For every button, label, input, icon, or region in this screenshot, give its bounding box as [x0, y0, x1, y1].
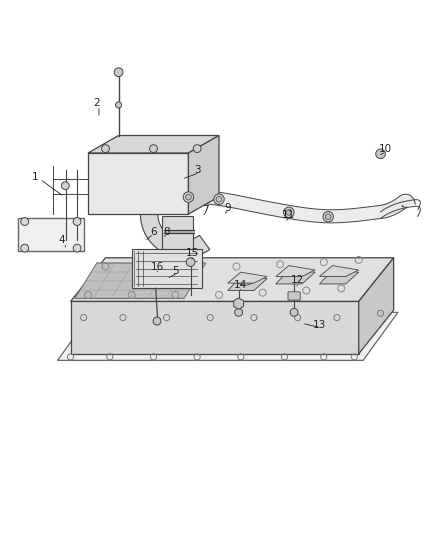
Polygon shape	[234, 298, 244, 309]
Polygon shape	[162, 216, 193, 249]
Circle shape	[73, 244, 81, 252]
Polygon shape	[88, 135, 219, 153]
Circle shape	[284, 207, 294, 217]
Text: 1: 1	[32, 172, 39, 182]
Circle shape	[286, 209, 292, 215]
Circle shape	[186, 194, 191, 200]
Text: 11: 11	[282, 210, 296, 220]
Polygon shape	[71, 302, 359, 354]
Polygon shape	[141, 214, 210, 258]
Text: 7: 7	[203, 205, 209, 215]
Circle shape	[21, 217, 28, 225]
Circle shape	[376, 149, 385, 159]
Text: 3: 3	[194, 165, 201, 175]
Circle shape	[193, 144, 201, 152]
Text: 15: 15	[186, 248, 199, 259]
Polygon shape	[276, 265, 315, 277]
Polygon shape	[276, 270, 315, 284]
Circle shape	[21, 244, 28, 252]
Text: 14: 14	[234, 280, 247, 290]
Text: 13: 13	[313, 320, 326, 330]
Circle shape	[214, 194, 224, 205]
Polygon shape	[359, 258, 394, 354]
FancyBboxPatch shape	[288, 292, 300, 300]
Circle shape	[325, 214, 331, 220]
Polygon shape	[75, 263, 206, 298]
Text: 4: 4	[59, 235, 65, 245]
Circle shape	[153, 317, 161, 325]
Polygon shape	[157, 190, 381, 223]
Circle shape	[186, 258, 195, 266]
Circle shape	[102, 144, 110, 152]
Text: 8: 8	[163, 227, 170, 237]
Polygon shape	[18, 219, 84, 251]
Polygon shape	[319, 270, 359, 284]
Text: 2: 2	[93, 98, 100, 108]
Circle shape	[290, 309, 298, 316]
Polygon shape	[166, 273, 201, 286]
Text: 9: 9	[224, 203, 231, 213]
Circle shape	[114, 68, 123, 77]
Circle shape	[61, 182, 69, 190]
Circle shape	[73, 217, 81, 225]
Text: 16: 16	[151, 262, 165, 271]
Polygon shape	[71, 258, 394, 302]
Polygon shape	[319, 265, 359, 277]
Circle shape	[150, 144, 157, 152]
Polygon shape	[228, 277, 267, 290]
Polygon shape	[57, 312, 398, 360]
Ellipse shape	[237, 274, 254, 285]
Polygon shape	[88, 153, 188, 214]
Text: 10: 10	[378, 143, 392, 154]
Circle shape	[323, 212, 333, 222]
Text: 5: 5	[172, 266, 179, 276]
Polygon shape	[188, 135, 219, 214]
Polygon shape	[380, 194, 415, 219]
Text: 12: 12	[291, 276, 304, 286]
Circle shape	[116, 102, 122, 108]
Polygon shape	[228, 272, 267, 283]
Text: 6: 6	[150, 227, 157, 237]
Circle shape	[183, 192, 194, 203]
Polygon shape	[132, 249, 201, 288]
Circle shape	[216, 196, 222, 202]
Circle shape	[235, 309, 243, 316]
